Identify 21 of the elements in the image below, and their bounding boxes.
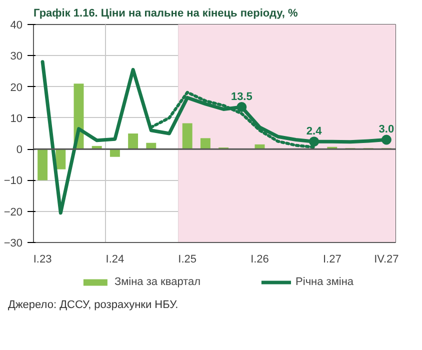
y-tick-label: −20	[4, 206, 23, 218]
y-tick-label: 0	[16, 144, 23, 156]
y-tick-label: 30	[10, 50, 23, 63]
x-tick-label: I.24	[106, 254, 124, 266]
x-tick-label: IV.27	[374, 254, 399, 266]
data-label: 13.5	[230, 91, 252, 104]
x-tick-label: I.27	[322, 254, 342, 266]
x-tick-label: I.26	[250, 254, 269, 266]
data-label: 2.4	[306, 126, 323, 138]
data-label: 3.0	[378, 124, 394, 136]
y-tick-label: 10	[10, 112, 23, 125]
chart-title: Графік 1.16. Ціни на пальне на кінець періоду, %	[34, 8, 298, 20]
y-tick-label: −10	[4, 175, 23, 188]
legend-label: Зміна за квартал	[114, 276, 201, 288]
y-tick-label: 20	[10, 82, 23, 94]
x-tick-label: I.23	[33, 254, 52, 266]
y-tick-label: −30	[4, 238, 23, 250]
legend-label: Річна зміна	[296, 276, 354, 288]
y-tick-label: 40	[10, 20, 23, 32]
text: Джерело: ДССУ, розрахунки НБУ.	[8, 298, 178, 313]
x-tick-label: I.25	[178, 254, 197, 266]
